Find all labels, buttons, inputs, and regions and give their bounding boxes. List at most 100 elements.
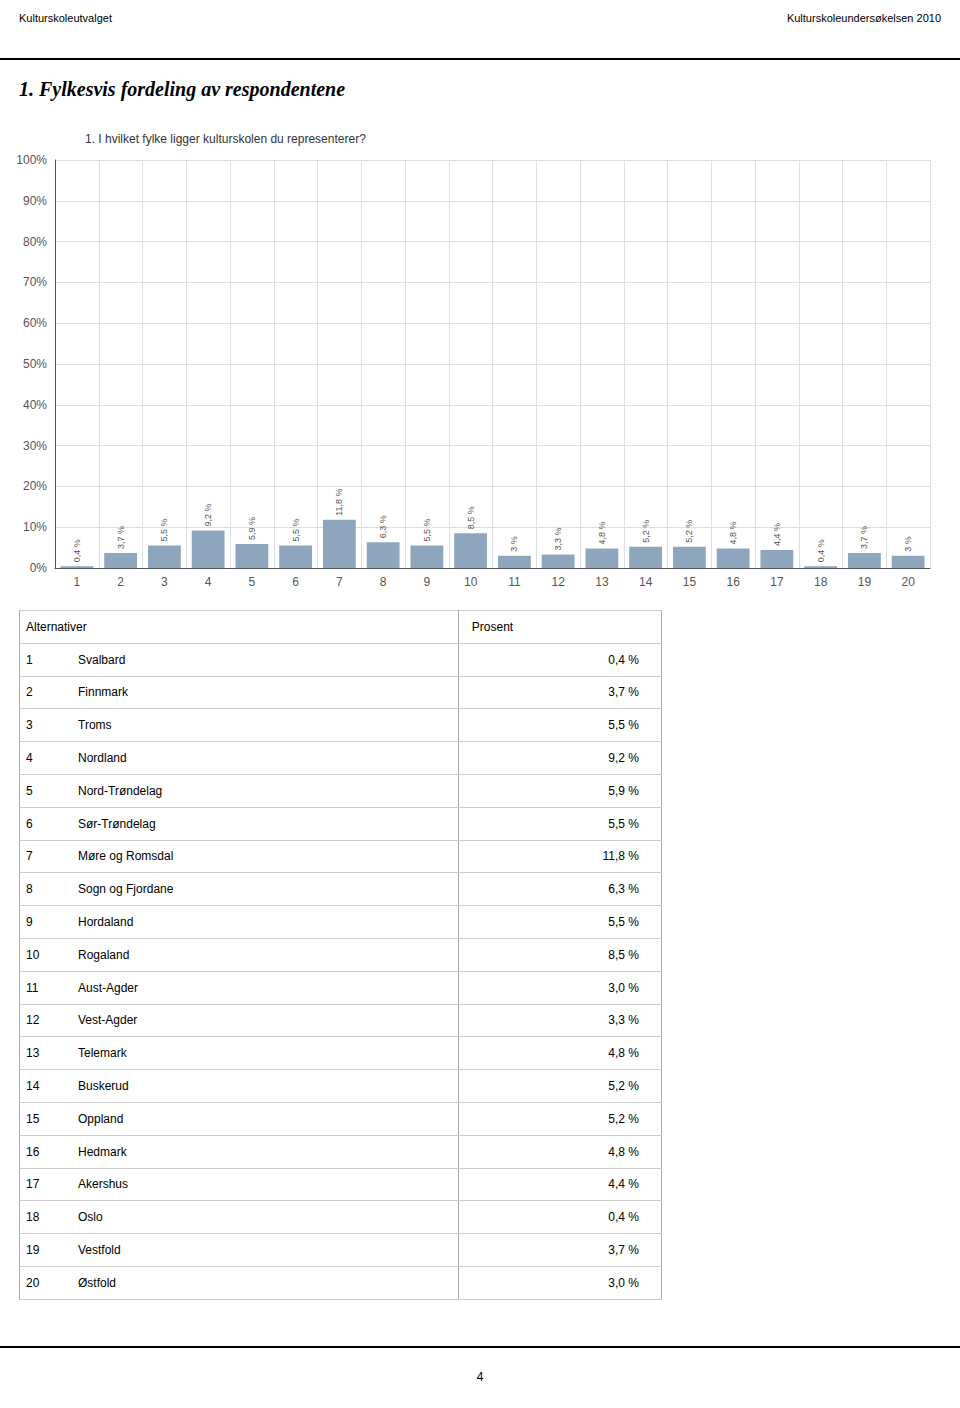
html-text:12: 12 [26,1013,40,1028]
svg-text:4,4 %: 4,4 % [772,523,782,546]
html-text:18: 18 [26,1210,40,1225]
html-text:6,3 %: 6,3 % [608,882,639,897]
html-text:9,2 %: 9,2 % [608,751,639,766]
svg-text:20%: 20% [23,479,47,493]
html-text:4,4 %: 4,4 % [608,1177,639,1192]
html-text:Akershus: Akershus [78,1177,128,1192]
svg-text:19: 19 [858,575,872,589]
html-text:Telemark: Telemark [78,1046,127,1061]
html-text:Sogn og Fjordane: Sogn og Fjordane [78,882,174,897]
html-text:Møre og Romsdal: Møre og Romsdal [78,849,174,864]
svg-text:100%: 100% [16,153,47,167]
svg-text:0,4 %: 0,4 % [72,539,82,562]
html-text:3,0 %: 3,0 % [608,980,639,995]
svg-text:90%: 90% [23,194,47,208]
html-text:5,2 %: 5,2 % [608,1111,639,1126]
html-text:16: 16 [26,1144,40,1159]
svg-text:3: 3 [161,575,168,589]
html-text:Svalbard: Svalbard [78,652,126,667]
svg-text:13: 13 [595,575,609,589]
svg-text:40%: 40% [23,398,47,412]
svg-text:5: 5 [249,575,256,589]
svg-text:12: 12 [551,575,565,589]
html-text:4,8 %: 4,8 % [608,1144,639,1159]
svg-text:3,3 %: 3,3 % [553,528,563,551]
html-text:Finnmark: Finnmark [78,685,128,700]
svg-text:5,2 %: 5,2 % [684,520,694,543]
html-text:4,8 %: 4,8 % [608,1046,639,1061]
html-text:19: 19 [26,1243,40,1257]
svg-text:14: 14 [639,575,653,589]
html-text:8,5 %: 8,5 % [608,947,639,962]
svg-text:16: 16 [726,575,740,589]
svg-text:6,3 %: 6,3 % [378,515,388,538]
html-text:Aust-Agder: Aust-Agder [78,980,138,995]
html-text:Buskerud: Buskerud [78,1079,129,1093]
svg-text:11: 11 [508,575,521,589]
svg-text:3,7 %: 3,7 % [859,526,869,549]
svg-text:4: 4 [205,575,212,589]
html-text:Nordland: Nordland [78,751,127,766]
html-text:3,3 %: 3,3 % [608,1013,639,1028]
svg-text:15: 15 [683,575,697,589]
html-text:5,5 %: 5,5 % [608,718,639,733]
html-text:Sør-Trøndelag: Sør-Trøndelag [78,816,156,831]
svg-text:6: 6 [292,575,299,589]
svg-text:11,8 %: 11,8 % [334,488,344,515]
html-text:0,4 %: 0,4 % [608,652,639,667]
html-text:5,5 %: 5,5 % [608,915,639,930]
html-text:5,2 %: 5,2 % [608,1079,639,1093]
svg-text:3 %: 3 % [903,536,913,552]
svg-text:0%: 0% [30,561,48,575]
svg-text:2: 2 [117,575,124,589]
html-text:17: 17 [26,1177,40,1192]
svg-text:3,7 %: 3,7 % [116,526,126,549]
svg-text:4,8 %: 4,8 % [728,521,738,544]
html-text:Alternativer: Alternativer [26,619,87,634]
svg-text:7: 7 [336,575,343,589]
html-text:3,7 %: 3,7 % [608,685,639,700]
html-text:Prosent: Prosent [471,619,514,634]
html-text:Rogaland: Rogaland [78,947,130,962]
html-text:5,9 %: 5,9 % [608,783,639,798]
html-text:Hedmark: Hedmark [78,1144,127,1159]
html-text:5,5 %: 5,5 % [608,816,639,831]
svg-text:5,9 %: 5,9 % [247,517,257,540]
html-text:0,4 %: 0,4 % [608,1210,639,1225]
svg-text:60%: 60% [23,316,47,330]
svg-text:80%: 80% [23,235,47,249]
svg-text:5,2 %: 5,2 % [641,520,651,543]
html-text:11,8 %: 11,8 % [602,849,639,864]
svg-text:50%: 50% [23,357,47,371]
svg-text:1. I hvilket fylke ligger kult: 1. I hvilket fylke ligger kulturskolen d… [85,132,366,146]
html-text:15: 15 [26,1111,40,1126]
svg-text:3 %: 3 % [509,536,519,552]
html-text:Vest-Agder: Vest-Agder [78,1013,138,1028]
svg-text:20: 20 [901,575,915,589]
svg-text:8: 8 [380,575,387,589]
html-text:1. Fylkesvis fordeling av resp: 1. Fylkesvis fordeling av respondentene [19,78,346,100]
svg-text:10: 10 [464,575,478,589]
html-text:Oppland: Oppland [78,1111,124,1126]
svg-text:18: 18 [814,575,828,589]
svg-text:30%: 30% [23,439,47,453]
html-text:Oslo: Oslo [78,1210,103,1225]
html-text:Hordaland: Hordaland [78,915,134,930]
svg-text:9: 9 [424,575,431,589]
html-text:10: 10 [26,947,40,962]
svg-text:0,4 %: 0,4 % [816,539,826,562]
svg-text:5,5 %: 5,5 % [422,519,432,542]
html-text:Troms: Troms [78,718,112,733]
svg-text:17: 17 [770,575,784,589]
html-text:Nord-Trøndelag: Nord-Trøndelag [78,783,163,798]
svg-text:9,2 %: 9,2 % [203,503,213,526]
html-text:13: 13 [26,1046,40,1061]
svg-text:70%: 70% [23,275,47,289]
svg-text:5,5 %: 5,5 % [159,519,169,542]
svg-text:5,5 %: 5,5 % [291,519,301,542]
svg-text:8,5 %: 8,5 % [466,506,476,529]
svg-text:1: 1 [74,575,81,589]
svg-text:4,8 %: 4,8 % [597,521,607,544]
html-text:14: 14 [26,1079,40,1093]
svg-text:10%: 10% [23,520,47,534]
